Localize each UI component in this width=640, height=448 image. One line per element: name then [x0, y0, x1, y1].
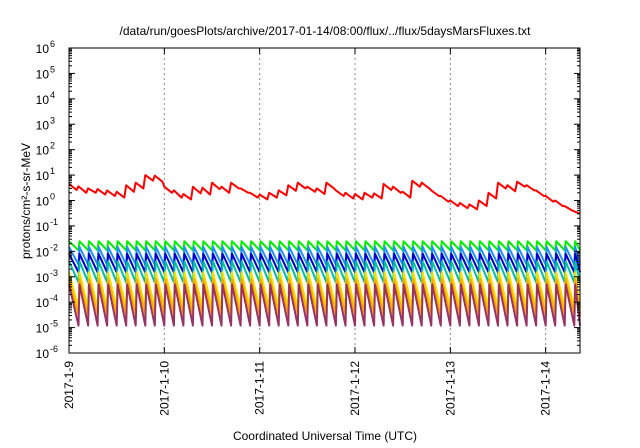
y-tick-exponent: 2: [50, 141, 55, 151]
y-tick-exponent: -1: [50, 217, 58, 227]
x-tick-label: 2017-1-13: [443, 361, 457, 416]
y-tick-label: 10: [36, 144, 50, 158]
y-tick-label: 10: [36, 118, 50, 132]
y-tick-exponent: -3: [50, 268, 58, 278]
y-axis-label: protons/cm²-s-sr-MeV: [19, 143, 33, 259]
y-tick-label: 10: [36, 245, 50, 259]
x-tick-label: 2017-1-12: [348, 361, 362, 416]
y-tick-label: 10: [36, 220, 50, 234]
y-tick-exponent: 6: [50, 39, 55, 49]
y-tick-label: 10: [36, 42, 50, 56]
y-tick-exponent: 1: [50, 166, 55, 176]
chart-title: /data/run/goesPlots/archive/2017-01-14/0…: [120, 24, 532, 38]
x-axis-label: Coordinated Universal Time (UTC): [233, 429, 417, 443]
x-tick-label: 2017-1-11: [253, 361, 267, 415]
y-tick-label: 10: [36, 195, 50, 209]
y-tick-label: 10: [36, 169, 50, 183]
x-tick-label: 2017-1-10: [157, 361, 171, 416]
series-line: [68, 283, 581, 327]
y-tick-exponent: 5: [50, 64, 55, 74]
series-lines: [68, 174, 581, 327]
gridlines: [163, 48, 547, 353]
y-tick-exponent: 4: [50, 90, 55, 100]
y-tick-exponent: 3: [50, 115, 55, 125]
y-tick-exponent: 0: [50, 192, 55, 202]
y-tick-exponent: -4: [50, 293, 58, 303]
y-axis: 10 -610 -510 -410 -310 -210 -110 010 110 210 310 41…: [36, 39, 580, 361]
x-tick-label: 2017-1-14: [539, 361, 553, 416]
y-tick-label: 10: [36, 271, 50, 285]
series-line: [68, 174, 581, 215]
x-tick-label: 2017-1-9: [62, 361, 76, 409]
x-axis: 2017-1-9 2017-1-10 2017-1-11 2017-1-12 2017-…: [62, 48, 553, 416]
y-tick-exponent: -6: [50, 344, 58, 354]
y-tick-exponent: -2: [50, 242, 58, 252]
y-tick-exponent: -5: [50, 319, 58, 329]
y-tick-label: 10: [36, 67, 50, 81]
y-tick-label: 10: [36, 347, 50, 361]
y-tick-label: 10: [36, 93, 50, 107]
y-tick-label: 10: [36, 322, 50, 336]
y-tick-label: 10: [36, 296, 50, 310]
